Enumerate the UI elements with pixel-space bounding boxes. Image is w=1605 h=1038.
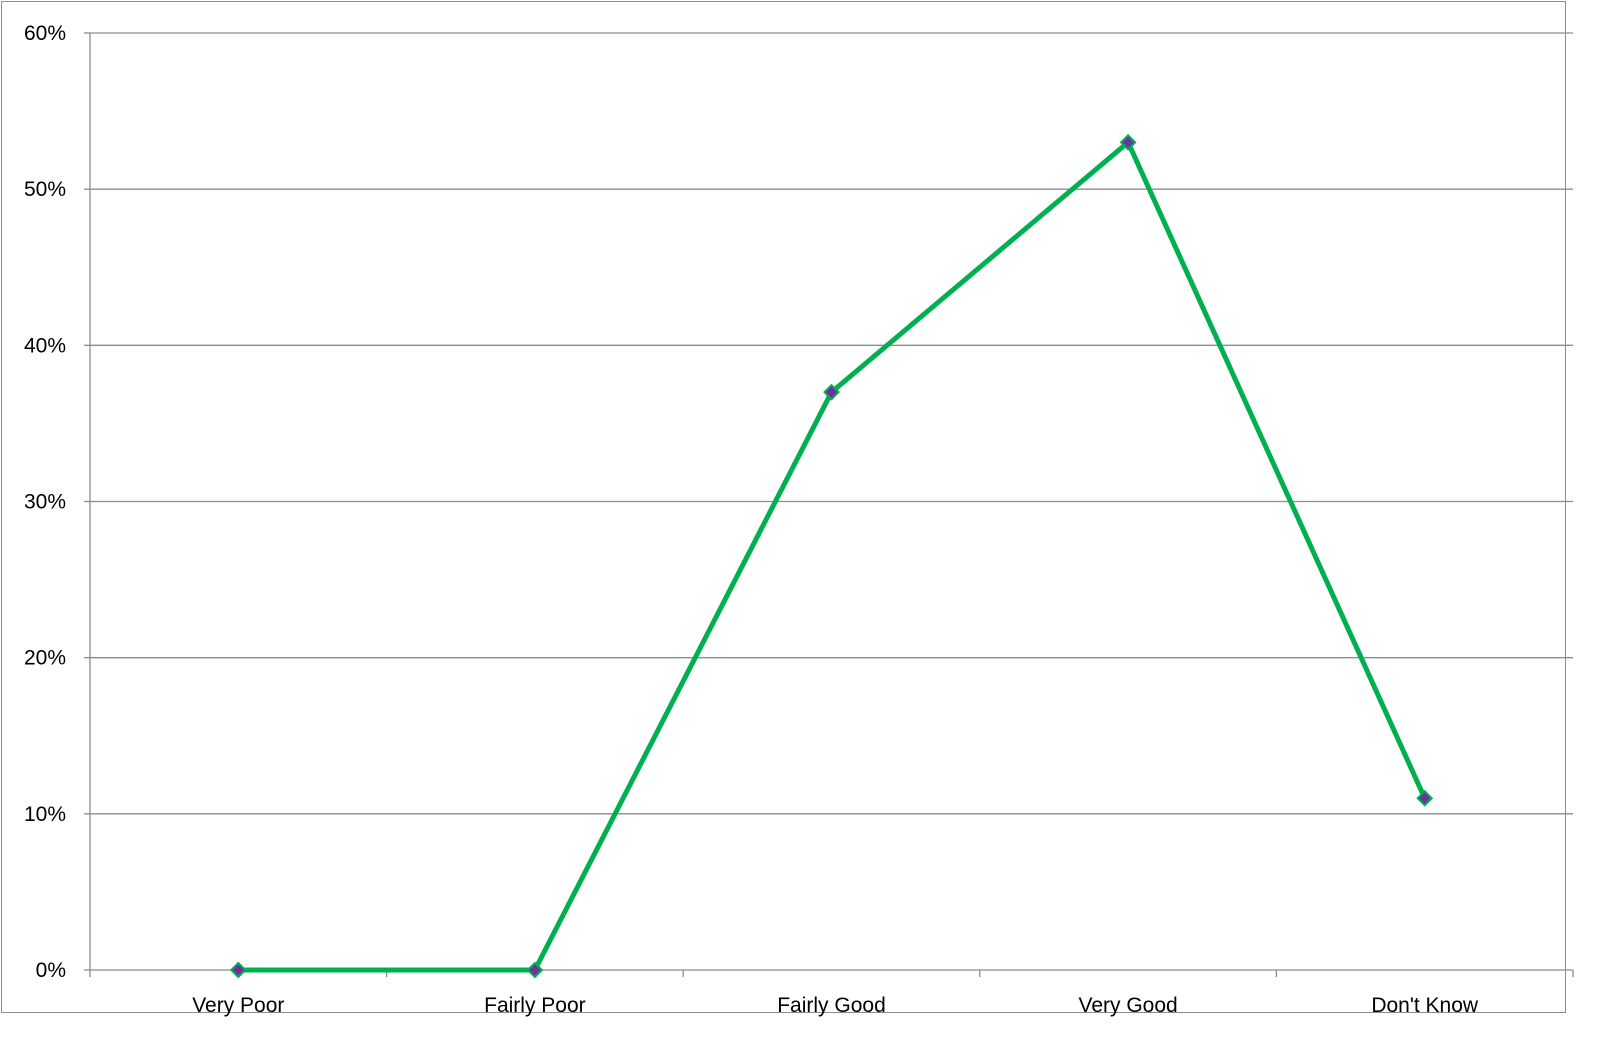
y-axis-tick-label: 30%: [24, 491, 66, 514]
x-axis-tick-label: Fairly Poor: [484, 994, 586, 1017]
series: [235, 139, 1428, 973]
data-point-marker: [526, 961, 544, 979]
y-axis-tick-label: 20%: [24, 647, 66, 670]
data-point-marker: [823, 383, 840, 401]
series-line: [235, 139, 1428, 973]
axes: [84, 32, 1574, 977]
x-axis-tick-label: Don't Know: [1371, 994, 1479, 1017]
chart-frame: [1, 1, 1566, 1013]
x-axis-tick-labels: Very Poor Fairly Poor Fairly Good Very Good…: [192, 994, 1479, 1017]
x-axis-tick-label: Very Good: [1078, 994, 1177, 1017]
x-axis-tick-label: Fairly Good: [777, 994, 886, 1017]
x-axis-tick-label: Very Poor: [192, 994, 284, 1017]
y-axis-tick-label: 10%: [24, 803, 66, 826]
data-point-marker: [1119, 133, 1137, 151]
markers: [229, 133, 1434, 979]
y-axis-tick-label: 0%: [36, 959, 66, 982]
data-point-marker: [229, 961, 247, 979]
y-axis-tick-label: 50%: [24, 178, 66, 201]
data-point-marker: [1416, 789, 1434, 807]
y-axis-tick-labels: 0% 10% 20% 30% 40% 50% 60%: [24, 22, 66, 982]
y-axis-tick-label: 60%: [24, 22, 66, 45]
y-axis-tick-label: 40%: [24, 334, 66, 357]
gridlines: [90, 32, 1573, 815]
